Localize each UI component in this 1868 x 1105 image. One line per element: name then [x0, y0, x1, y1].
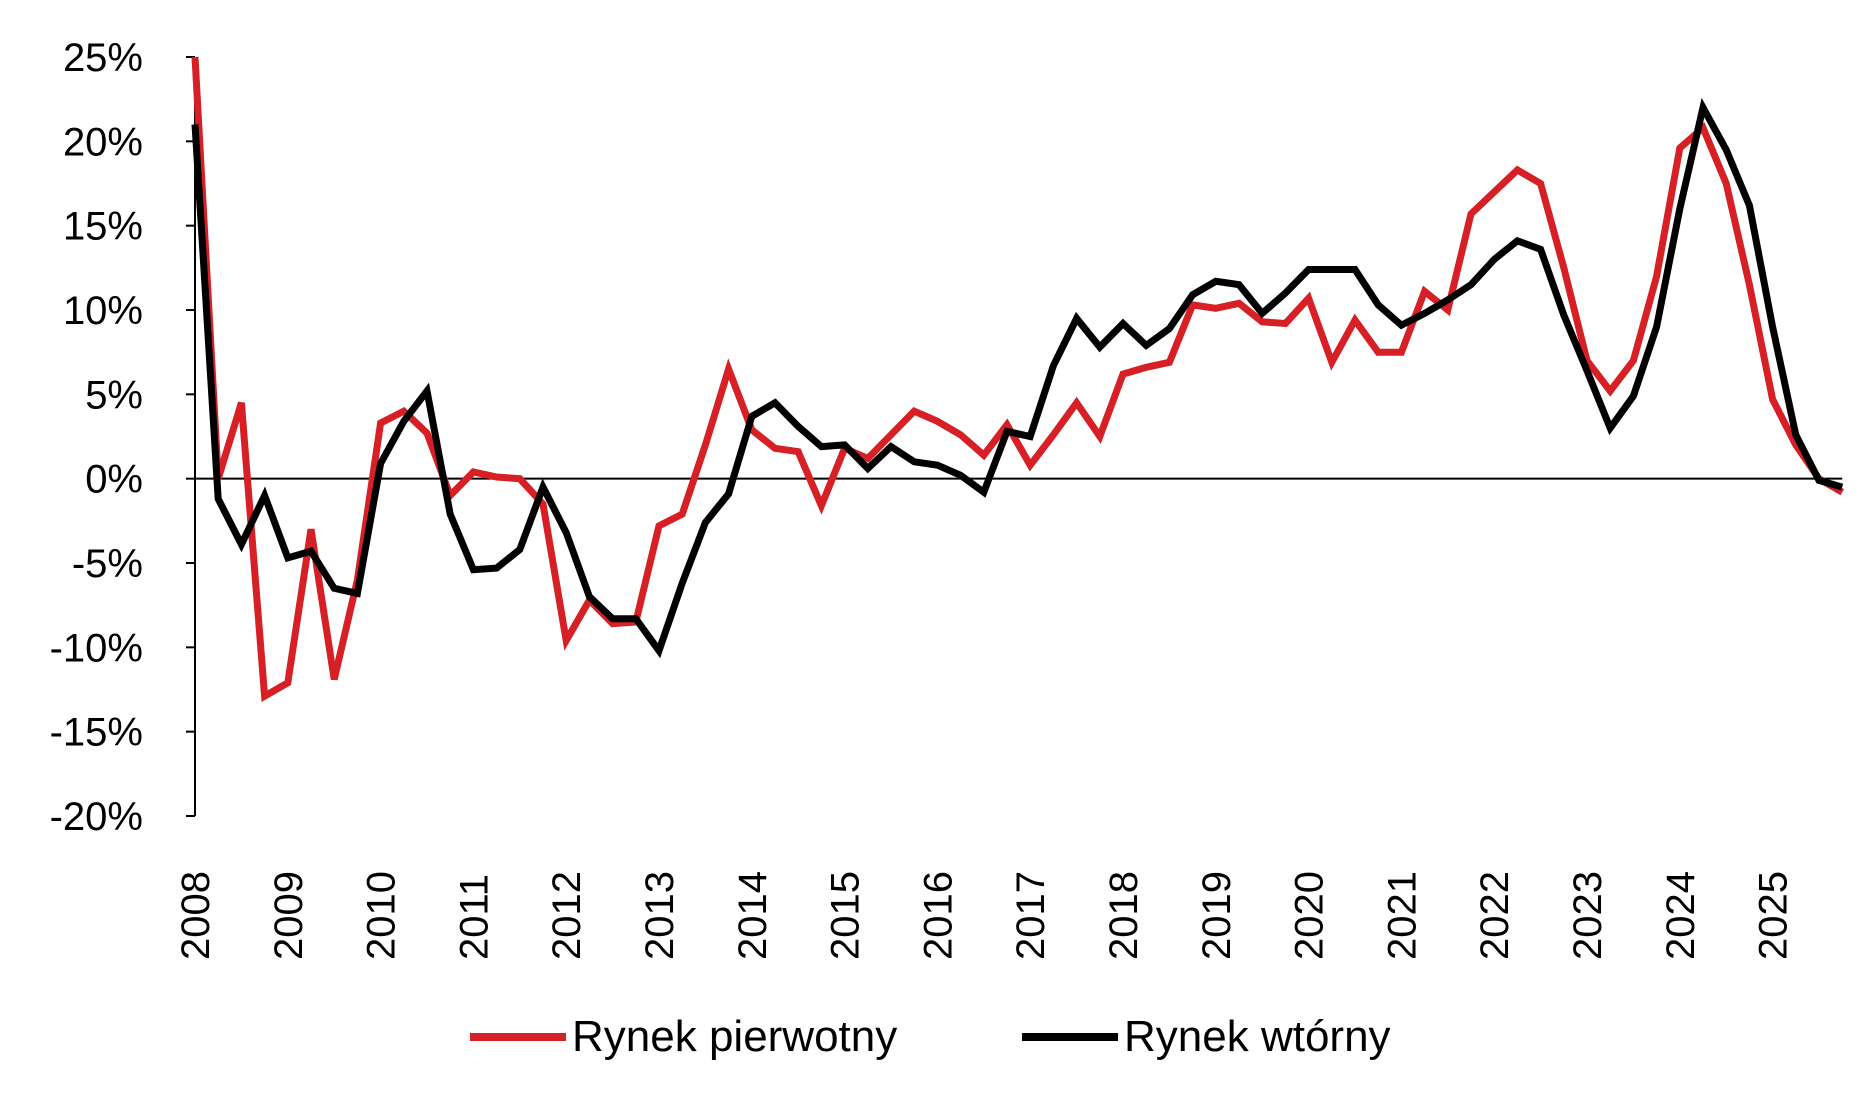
x-tick-label: 2025 — [1752, 871, 1796, 960]
x-tick-label: 2013 — [638, 871, 682, 960]
y-tick-label: 5% — [85, 373, 143, 417]
y-tick-label: -10% — [50, 626, 143, 670]
x-tick-label: 2024 — [1659, 871, 1703, 960]
series-line-secondary — [191, 97, 1844, 659]
legend-label-primary: Rynek pierwotny — [572, 1012, 898, 1061]
x-tick-label: 2012 — [545, 871, 589, 960]
legend-item-secondary: Rynek wtórny — [1022, 1012, 1391, 1062]
x-tick-label: 2017 — [1009, 871, 1053, 960]
legend-swatch-primary — [470, 1033, 566, 1041]
x-tick-label: 2008 — [174, 871, 218, 960]
x-tick-label: 2019 — [1195, 871, 1239, 960]
series-lines — [191, 56, 1844, 703]
y-tick-label: -5% — [72, 542, 143, 586]
legend-item-primary: Rynek pierwotny — [470, 1012, 897, 1062]
y-tick-label: 25% — [63, 36, 143, 80]
legend-swatch-secondary — [1022, 1033, 1118, 1041]
x-tick-label: 2020 — [1288, 871, 1332, 960]
y-tick-label: 10% — [63, 289, 143, 333]
legend-label-secondary: Rynek wtórny — [1124, 1012, 1391, 1061]
y-tick-label: 20% — [63, 120, 143, 164]
x-tick-label: 2023 — [1566, 871, 1610, 960]
y-tick-label: 0% — [85, 458, 143, 502]
y-tick-label: 15% — [63, 205, 143, 249]
x-tick-label: 2022 — [1473, 871, 1517, 960]
x-tick-label: 2011 — [452, 874, 496, 960]
x-tick-label: 2009 — [267, 871, 311, 960]
y-axis: 25% 20% 15% 10% 5% 0% -5% -10% -15% -20% — [50, 36, 196, 839]
x-tick-label: 2016 — [916, 871, 960, 960]
x-tick-label: 2021 — [1380, 871, 1424, 960]
series-line-primary — [191, 56, 1844, 703]
x-tick-label: 2010 — [360, 871, 404, 960]
x-axis: 2008 2009 2010 2011 2012 2013 2014 2015 2016 2017… — [174, 477, 1843, 960]
line-chart: 25% 20% 15% 10% 5% 0% -5% -10% -15% -20% 2008 2009… — [50, 36, 1844, 960]
y-tick-label: -15% — [50, 711, 143, 755]
x-tick-label: 2015 — [824, 871, 868, 960]
x-tick-label: 2014 — [731, 871, 775, 960]
x-tick-label: 2018 — [1102, 871, 1146, 960]
y-tick-label: -20% — [50, 795, 143, 839]
